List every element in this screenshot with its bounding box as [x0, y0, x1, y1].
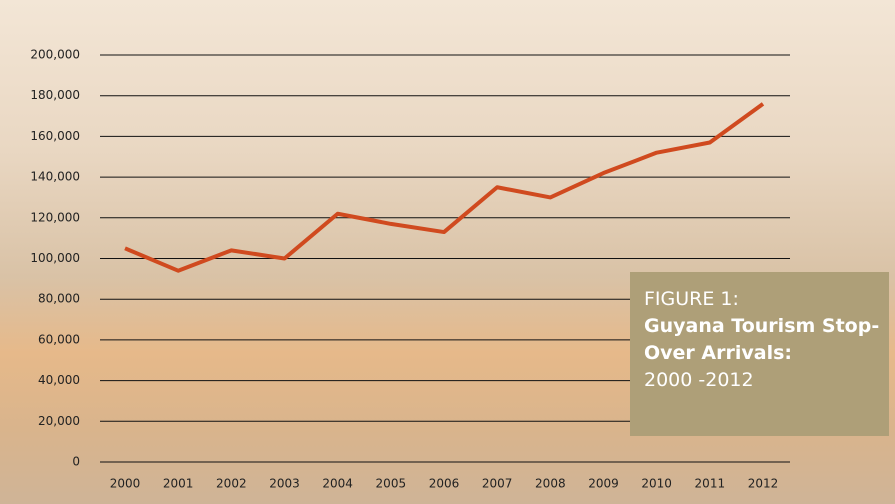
y-tick-label: 0 [72, 455, 80, 469]
y-tick-label: 160,000 [30, 129, 80, 143]
x-tick-label: 2009 [588, 477, 619, 491]
y-tick-label: 120,000 [30, 210, 80, 224]
y-tick-label: 80,000 [38, 292, 80, 306]
x-tick-label: 2002 [216, 477, 247, 491]
x-tick-label: 2010 [641, 477, 672, 491]
figure-label: FIGURE 1: [644, 286, 889, 313]
x-tick-label: 2000 [110, 477, 141, 491]
x-tick-label: 2004 [322, 477, 353, 491]
chart-subtitle: 2000 -2012 [644, 367, 889, 394]
x-tick-label: 2001 [163, 477, 194, 491]
page: 0 20,000 40,000 60,000 80,000 100,000 120,000 1… [0, 0, 895, 504]
x-tick-label: 2008 [535, 477, 566, 491]
y-tick-label: 180,000 [30, 88, 80, 102]
y-tick-label: 100,000 [30, 251, 80, 265]
x-tick-label: 2012 [748, 477, 779, 491]
y-tick-label: 40,000 [38, 373, 80, 387]
y-tick-label: 20,000 [38, 414, 80, 428]
chart-title: Guyana Tourism Stop-Over Arrivals: [644, 313, 889, 367]
caption-box: FIGURE 1: Guyana Tourism Stop-Over Arriv… [630, 272, 889, 436]
x-tick-label: 2007 [482, 477, 513, 491]
x-tick-label: 2005 [376, 477, 407, 491]
x-tick-label: 2006 [429, 477, 460, 491]
x-tick-label: 2003 [269, 477, 300, 491]
data-line [125, 104, 763, 271]
y-tick-label: 140,000 [30, 170, 80, 184]
y-tick-label: 60,000 [38, 332, 80, 346]
y-tick-label: 200,000 [30, 48, 80, 62]
x-tick-label: 2011 [695, 477, 726, 491]
